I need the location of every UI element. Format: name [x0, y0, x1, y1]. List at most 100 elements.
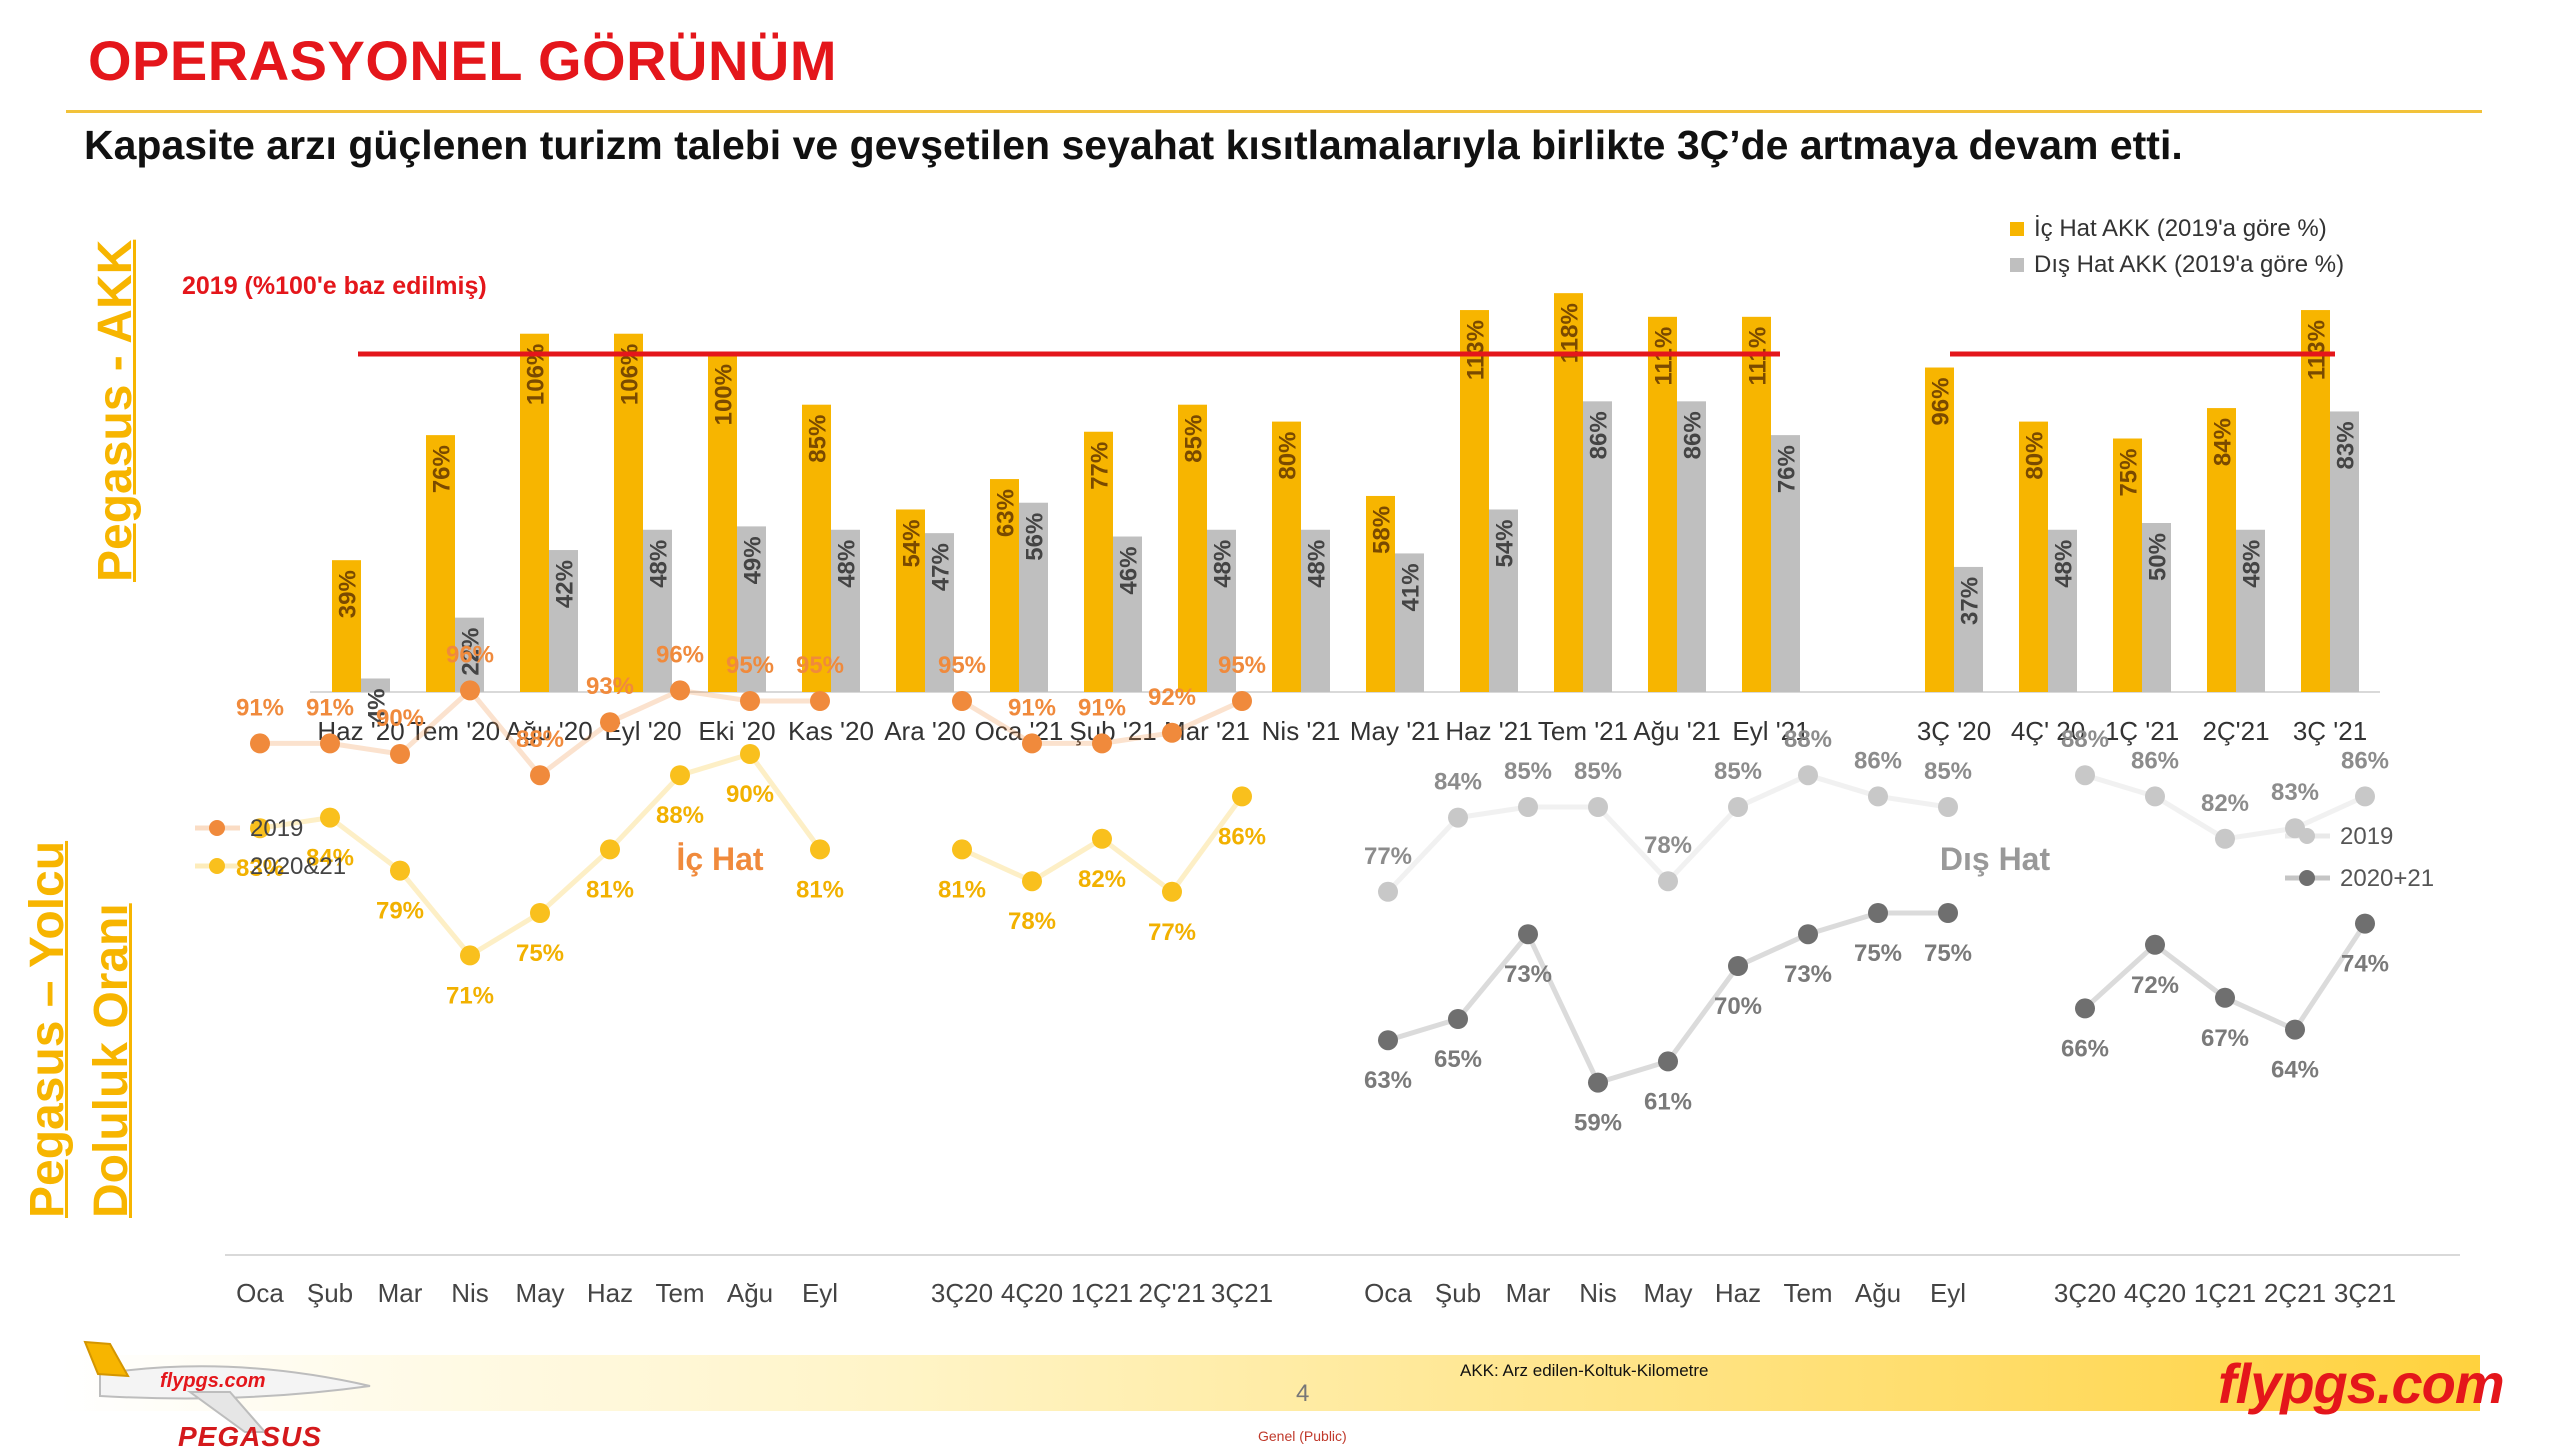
international-load-data-label: 84%: [1434, 769, 1482, 796]
domestic-akk-bar: [1925, 367, 1954, 692]
international-load-series-point: [1378, 881, 1398, 902]
domestic-load-x-tick-label: 1Ç21: [1071, 1278, 1133, 1308]
akk-bar-data-label: 63%: [993, 489, 1020, 537]
legend-marker-domestic-2019: [209, 820, 225, 836]
international-akk-bar: [2142, 523, 2171, 692]
international-akk-bar: [1583, 401, 1612, 692]
international-load-data-label: 85%: [1574, 758, 1622, 785]
domestic-load-x-tick-label: 3Ç20: [931, 1278, 993, 1308]
domestic-akk-bar: [990, 479, 1019, 692]
international-load-data-label: 74%: [2341, 951, 2389, 978]
domestic-akk-bar: [520, 333, 549, 692]
domestic-load-series-point: [390, 860, 410, 881]
domestic-akk-bar: [896, 509, 925, 692]
akk-x-tick-label: Eki '20: [698, 716, 775, 746]
domestic-load-x-tick-label: Mar: [378, 1278, 423, 1308]
akk-x-tick-label: Tem '20: [410, 716, 500, 746]
akk-bar-data-label: 48%: [2051, 540, 2078, 588]
international-load-x-tick-label: Mar: [1506, 1278, 1551, 1308]
international-akk-bar: [831, 529, 860, 692]
international-load-data-label: 86%: [2131, 747, 2179, 774]
international-akk-bar: [1301, 529, 1330, 692]
domestic-load-data-label: 84%: [306, 845, 354, 872]
international-load-data-label: 73%: [1504, 961, 1552, 988]
akk-bar-data-label: 58%: [1369, 506, 1396, 554]
international-load-data-label: 77%: [1364, 843, 1412, 870]
pegasus-logo-text: PEGASUS: [178, 1421, 322, 1452]
international-akk-bar: [1954, 566, 1983, 692]
akk-bar-data-label: 56%: [1022, 513, 1049, 561]
international-load-data-label: 61%: [1644, 1088, 1692, 1115]
domestic-load-data-label: 90%: [376, 705, 424, 732]
akk-bar-data-label: 41%: [1398, 563, 1425, 611]
footer-bar: [60, 1355, 2480, 1411]
akk-x-tick-label: 3Ç '20: [1917, 716, 1991, 746]
international-load-data-label: 85%: [1924, 758, 1972, 785]
akk-bar-data-label: 85%: [805, 415, 832, 463]
domestic-load-x-tick-label: Nis: [451, 1278, 489, 1308]
international-load-series-point: [1938, 903, 1958, 923]
akk-bar-data-label: 76%: [429, 445, 456, 493]
akk-bar-data-label: 54%: [899, 519, 926, 567]
international-load-series-point: [2145, 786, 2165, 807]
international-akk-bar: [1113, 536, 1142, 692]
international-load-data-label: 73%: [1784, 961, 1832, 988]
domestic-load-data-label: 95%: [796, 652, 844, 679]
international-load-data-label: 83%: [2271, 779, 2319, 806]
akk-bar-data-label: 86%: [1680, 411, 1707, 459]
domestic-load-data-label: 88%: [656, 802, 704, 829]
akk-bar-data-label: 50%: [2145, 533, 2172, 581]
international-load-series-point: [1798, 765, 1818, 786]
domestic-load-data-label: 91%: [1008, 694, 1056, 721]
pegasus-airplane-logo: flypgs.com: [83, 1340, 371, 1433]
international-load-series-point: [2355, 786, 2375, 807]
international-load-series-point: [1658, 871, 1678, 892]
akk-bar-data-label: 76%: [1774, 445, 1801, 493]
international-load-x-tick-label: Tem: [1783, 1278, 1832, 1308]
international-load-data-label: 75%: [1924, 940, 1972, 967]
international-load-series-point: [1448, 807, 1468, 828]
akk-bar-data-label: 77%: [1087, 442, 1114, 490]
akk-bar-data-label: 48%: [1304, 540, 1331, 588]
international-load-series-point: [2285, 1019, 2305, 1040]
page-number: 4: [1296, 1380, 1310, 1407]
international-akk-bar: [1019, 502, 1048, 692]
domestic-load-series-point: [600, 839, 620, 860]
domestic-load-series-point: [250, 733, 270, 754]
domestic-load-data-label: 75%: [516, 940, 564, 967]
international-load-data-label: 70%: [1714, 993, 1762, 1020]
international-load-series-point: [2215, 828, 2235, 849]
domestic-load-x-tick-label: Şub: [307, 1278, 353, 1308]
domestic-load-x-tick-label: May: [515, 1278, 564, 1308]
domestic-load-series-point: [530, 765, 550, 786]
akk-x-tick-label: Şub '21: [1069, 716, 1156, 746]
domestic-load-data-label: 95%: [726, 652, 774, 679]
domestic-load-x-tick-label: Haz: [587, 1278, 633, 1308]
domestic-load-series-point: [530, 903, 550, 923]
international-akk-bar: [2330, 411, 2359, 692]
domestic-load-series-point: [740, 691, 760, 711]
akk-bar-data-label: 48%: [834, 540, 861, 588]
domestic-load-series-point: [600, 712, 620, 733]
international-akk-bar: [737, 526, 766, 692]
domestic-load-data-label: 83%: [236, 855, 284, 882]
classification-label: Genel (Public): [1258, 1428, 1347, 1444]
domestic-load-x-tick-label: Eyl: [802, 1278, 838, 1308]
international-load-series-point: [2145, 934, 2165, 955]
international-load-series-point: [1798, 924, 1818, 945]
international-load-x-tick-label: Ağu: [1855, 1278, 1901, 1308]
international-load-data-label: 86%: [1854, 747, 1902, 774]
domestic-load-x-tick-label: Oca: [236, 1278, 284, 1308]
akk-x-tick-label: Kas '20: [788, 716, 874, 746]
international-load-series-point: [1518, 797, 1538, 817]
international-load-series-point: [1938, 797, 1958, 817]
international-load-x-tick-label: 3Ç21: [2334, 1278, 2396, 1308]
domestic-akk-bar: [1742, 316, 1771, 692]
domestic-load-x-tick-label: Tem: [655, 1278, 704, 1308]
domestic-load-data-label: 81%: [586, 876, 634, 903]
international-load-series-point: [1658, 1051, 1678, 1072]
akk-bar-data-label: 96%: [1928, 378, 1955, 426]
international-load-data-label: 88%: [2061, 726, 2109, 753]
page-title: OPERASYONEL GÖRÜNÜM: [88, 29, 837, 92]
akk-x-tick-label: May '21: [1350, 716, 1440, 746]
